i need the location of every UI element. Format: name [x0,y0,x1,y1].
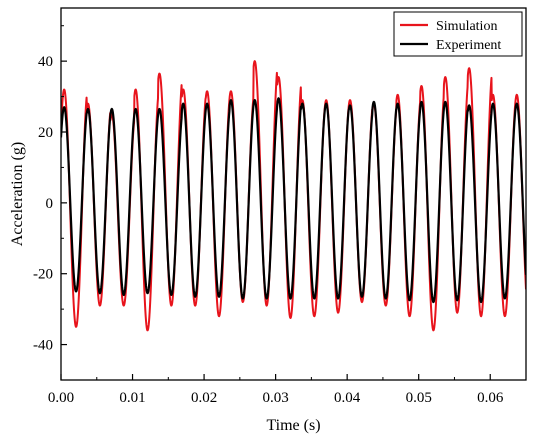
x-tick-label: 0.03 [262,390,288,406]
x-tick-label: 0.02 [191,390,217,406]
x-tick-label: 0.05 [406,390,432,406]
y-tick-label: 0 [46,196,54,212]
ticks-layer: 0.00 0.01 0.02 0.03 0.04 0.05 0.06 -40 -20 0 20 40 [33,25,504,406]
legend-label: Simulation [436,19,497,34]
y-tick-label: -40 [33,338,53,354]
x-tick-label: 0.06 [477,390,504,406]
legend-box [393,11,523,57]
x-tick-label: 0.04 [334,390,361,406]
y-tick-label: -20 [33,267,53,283]
y-tick-label: 20 [38,125,53,141]
x-tick-label: 0.01 [119,390,145,406]
series-line-experiment [61,97,526,304]
series-layer [61,60,526,332]
plot-frame [60,7,527,381]
y-tick-label: 40 [38,54,53,70]
x-axis-title: Time (s) [266,417,320,434]
legend-label: Experiment [436,38,501,53]
x-tick-label: 0.00 [48,390,74,406]
legend: Simulation Experiment [393,11,523,57]
y-axis-title: Acceleration (g) [9,142,26,246]
